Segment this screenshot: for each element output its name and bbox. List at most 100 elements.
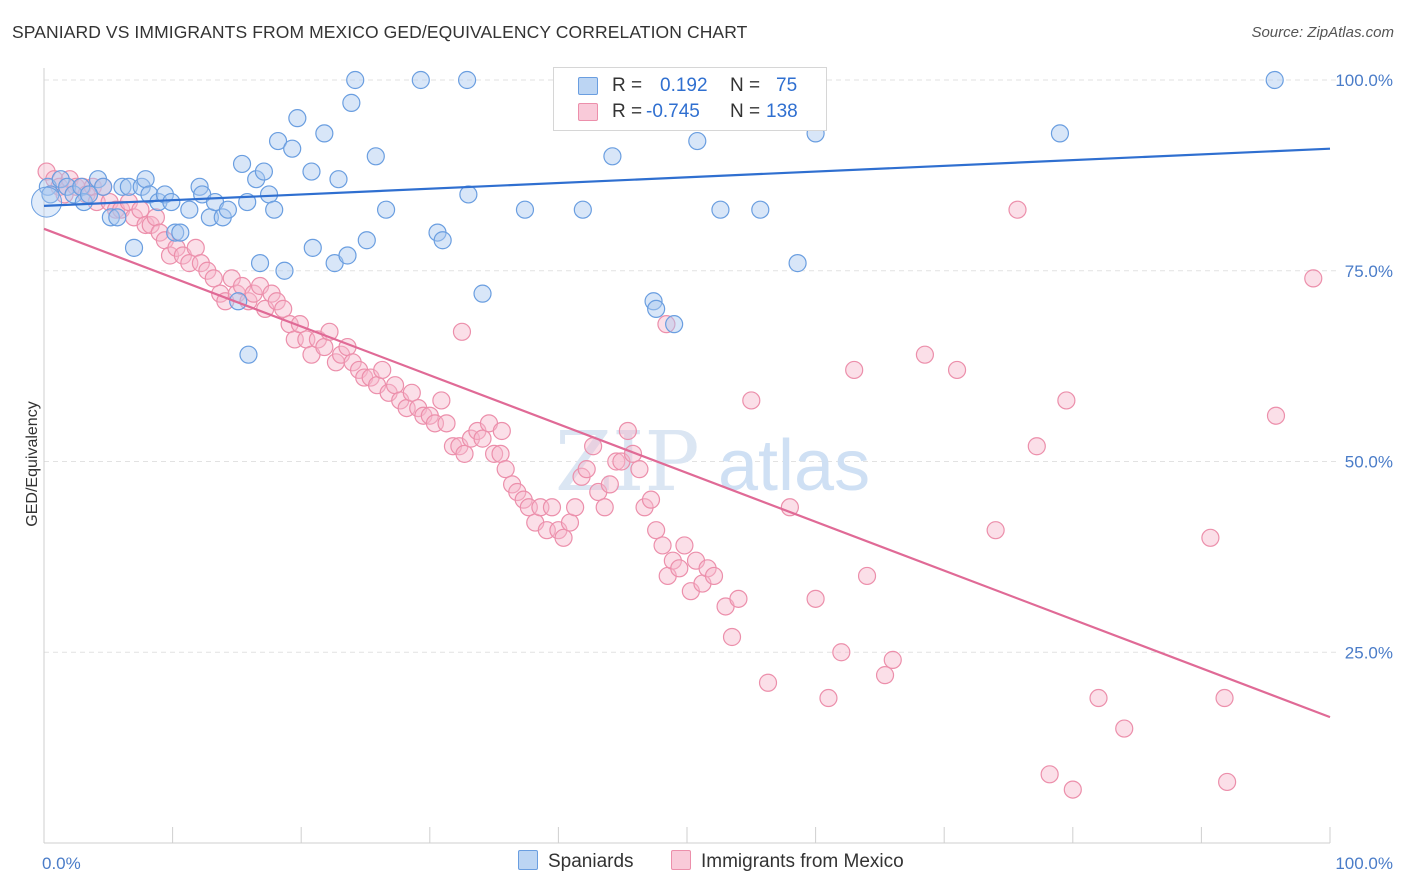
data-point	[373, 360, 392, 380]
data-point	[635, 498, 654, 517]
data-point	[729, 589, 748, 608]
data-point	[166, 223, 185, 242]
bottom-legend-swatch-blue	[518, 850, 538, 870]
trend-line-spaniards	[43, 147, 1331, 207]
data-point	[411, 70, 430, 90]
data-point	[136, 215, 155, 235]
x-tick-label: 0.0%	[42, 854, 81, 873]
data-point	[171, 223, 190, 242]
data-point	[79, 185, 99, 204]
data-point	[342, 93, 361, 112]
source-label: Source: ZipAtlas.com	[1251, 24, 1394, 41]
data-point	[303, 238, 322, 257]
data-point	[641, 490, 661, 509]
legend-n-label: N =	[730, 101, 761, 122]
data-point	[452, 322, 472, 341]
y-tick-label: 75.0%	[1345, 262, 1393, 281]
y-axis-title: GED/Equivalency	[24, 401, 41, 526]
axes	[43, 68, 1331, 844]
data-point	[857, 566, 877, 586]
data-point	[41, 185, 60, 204]
data-point	[704, 566, 724, 586]
data-point	[915, 345, 935, 364]
data-point	[37, 162, 56, 181]
data-point	[647, 521, 666, 540]
data-point	[883, 650, 902, 669]
data-point	[1089, 688, 1108, 708]
data-point	[162, 192, 181, 212]
data-point	[247, 170, 266, 189]
data-point	[665, 315, 684, 334]
data-point	[1008, 200, 1027, 219]
data-point	[218, 200, 237, 219]
data-point	[508, 482, 527, 502]
data-point	[315, 337, 334, 357]
bottom-legend-label: Immigrants from Mexico	[701, 851, 904, 872]
legend-swatch-blue	[578, 77, 598, 95]
data-point	[623, 444, 643, 463]
data-point	[657, 315, 676, 334]
correlation-legend: R = 0.192 N = 75 R = -0.745 N = 138	[553, 67, 827, 131]
data-point	[485, 444, 504, 463]
data-point	[742, 391, 761, 410]
data-point	[457, 70, 477, 90]
legend-r-label: R =	[612, 101, 643, 122]
data-point	[160, 246, 180, 265]
data-point	[366, 147, 385, 166]
data-point	[437, 414, 456, 433]
data-point	[653, 536, 672, 555]
data-point	[554, 528, 573, 547]
data-point	[385, 376, 405, 395]
data-point	[688, 131, 707, 151]
data-point	[459, 185, 478, 204]
legend-n-value: 138	[766, 101, 798, 122]
legend-r-value: -0.745	[646, 101, 700, 122]
legend-row-immigrants: R = -0.745 N = 138	[554, 100, 824, 126]
data-point	[119, 177, 138, 196]
y-tick-labels: 25.0% 50.0% 75.0% 100.0%	[1335, 71, 1393, 662]
data-point	[491, 444, 510, 463]
data-point	[31, 186, 63, 218]
data-point	[1201, 528, 1220, 547]
data-point	[1266, 406, 1286, 425]
legend-n-label: N =	[730, 75, 761, 96]
chart-title: SPANIARD VS IMMIGRANTS FROM MEXICO GED/E…	[12, 22, 748, 42]
data-point	[186, 238, 205, 257]
data-point	[455, 444, 474, 463]
bottom-legend-spaniards: Spaniards	[518, 850, 634, 873]
data-point	[268, 131, 288, 151]
data-point	[566, 498, 585, 517]
data-point	[72, 177, 91, 196]
data-point	[515, 200, 535, 219]
data-point	[146, 208, 165, 227]
data-point	[542, 498, 562, 517]
watermark-atlas: atlas	[718, 426, 870, 506]
data-point	[473, 429, 492, 448]
data-point	[167, 238, 186, 257]
data-point	[806, 589, 825, 608]
data-point	[630, 460, 649, 479]
data-point	[1040, 765, 1059, 784]
data-point	[180, 200, 199, 219]
data-point	[357, 231, 376, 250]
data-point	[1215, 688, 1234, 708]
data-point	[204, 269, 223, 288]
y-tick-label: 50.0%	[1345, 453, 1393, 472]
data-point	[239, 345, 258, 364]
data-point	[1063, 780, 1082, 799]
data-point	[600, 475, 619, 494]
data-point	[647, 299, 666, 318]
data-point	[267, 292, 286, 311]
data-point	[94, 177, 113, 196]
data-point	[663, 551, 682, 570]
data-point	[832, 643, 851, 662]
legend-r-label: R =	[612, 75, 643, 96]
data-point	[1057, 391, 1076, 410]
x-tick-labels: 0.0% 100.0%	[42, 854, 1393, 873]
data-point	[198, 261, 217, 280]
data-point	[698, 559, 717, 578]
bottom-legend-immigrants: Immigrants from Mexico	[671, 850, 904, 873]
data-point	[113, 177, 132, 196]
data-point	[250, 254, 270, 273]
data-point	[64, 185, 83, 204]
